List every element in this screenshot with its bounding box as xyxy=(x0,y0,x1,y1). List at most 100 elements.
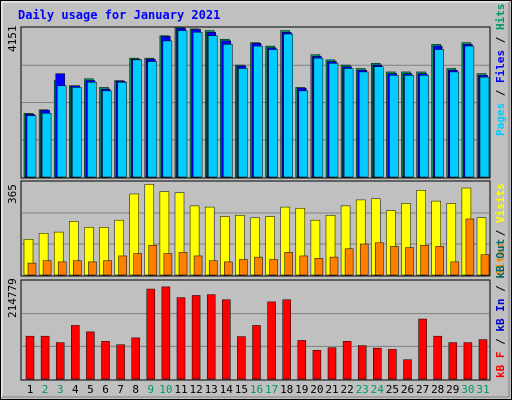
x-tick-label: 6 xyxy=(102,383,109,396)
legend-kbin: kB In xyxy=(494,299,507,332)
bar-kbf xyxy=(478,339,488,380)
bar-pages xyxy=(102,90,112,178)
x-tick-label: 18 xyxy=(280,383,293,396)
legend-sep: / xyxy=(494,279,507,299)
bar-pages xyxy=(358,71,369,178)
bar-sites xyxy=(450,261,460,276)
bar-kbf xyxy=(206,294,216,380)
bar-kbf xyxy=(71,325,80,380)
bar-sites xyxy=(73,260,82,276)
legend-sep: / xyxy=(494,83,507,103)
bar-sites xyxy=(329,256,339,276)
bar-kbf xyxy=(297,340,307,380)
bar-sites xyxy=(390,246,399,276)
bar-kbf xyxy=(176,297,186,380)
legend-visits: Visits xyxy=(494,183,507,223)
bar-pages xyxy=(177,30,188,178)
bottom-ymax-label: 214779 xyxy=(6,278,19,318)
bar-pages xyxy=(449,71,460,178)
bar-sites xyxy=(103,260,112,276)
legend-kbf: kB F xyxy=(494,352,507,379)
x-tick-label: 15 xyxy=(235,383,248,396)
legend-sep: / xyxy=(494,223,507,243)
bar-sites xyxy=(314,258,324,276)
top-legend: Pages / Files / Hits xyxy=(494,4,507,137)
bar-pages xyxy=(283,33,293,178)
bar-sites xyxy=(269,259,278,276)
bar-pages xyxy=(479,76,490,178)
x-tick-label: 20 xyxy=(310,383,323,396)
x-tick-label: 2 xyxy=(42,383,49,396)
bar-sites xyxy=(148,244,158,276)
bar-sites xyxy=(465,218,475,276)
bar-sites xyxy=(254,256,263,276)
bar-kbf xyxy=(191,295,201,380)
legend-pages: Pages xyxy=(494,103,507,136)
bar-sites xyxy=(359,243,369,276)
bar-pages xyxy=(41,113,52,178)
bar-pages xyxy=(298,90,309,178)
x-tick-label: 17 xyxy=(265,383,278,396)
bar-sites xyxy=(118,255,127,276)
bar-kbf xyxy=(131,337,140,380)
x-tick-label: 22 xyxy=(340,383,353,396)
bar-kbf xyxy=(40,335,50,380)
bar-kbf xyxy=(357,345,367,380)
bar-sites xyxy=(57,261,67,276)
x-tick-label: 19 xyxy=(295,383,308,396)
x-tick-label: 27 xyxy=(416,383,429,396)
bar-pages xyxy=(389,75,399,178)
bar-pages xyxy=(132,59,142,178)
x-tick-label: 31 xyxy=(476,383,489,396)
x-tick-label: 3 xyxy=(57,383,64,396)
bar-pages xyxy=(223,44,233,178)
bar-sites xyxy=(420,244,429,276)
chart-title: Daily usage for January 2021 xyxy=(18,8,220,22)
x-tick-label: 24 xyxy=(371,383,385,396)
bar-pages xyxy=(434,49,444,178)
bar-kbf xyxy=(237,336,246,380)
bar-pages xyxy=(313,57,324,178)
x-tick-label: 14 xyxy=(220,383,234,396)
bar-sites xyxy=(284,252,293,276)
x-tick-label: 26 xyxy=(401,383,414,396)
bar-pages xyxy=(192,32,203,178)
legend-kbout: kB Out xyxy=(494,239,507,279)
bar-pages xyxy=(253,45,263,178)
x-tick-label: 1 xyxy=(27,383,34,396)
x-tick-label: 16 xyxy=(250,383,263,396)
bar-kbf xyxy=(86,331,95,380)
x-tick-label: 4 xyxy=(72,383,79,396)
x-tick-label: 12 xyxy=(189,383,202,396)
bar-sites xyxy=(193,255,203,276)
bar-kbf xyxy=(146,288,156,380)
x-tick-label: 10 xyxy=(159,383,172,396)
bar-sites xyxy=(344,248,354,276)
bar-pages xyxy=(162,40,173,178)
x-tick-label: 23 xyxy=(356,383,369,396)
bar-pages xyxy=(26,115,37,178)
bar-sites xyxy=(405,247,414,276)
bar-pages xyxy=(419,75,429,178)
bar-kbf xyxy=(433,335,442,380)
bar-pages xyxy=(72,87,82,178)
x-tick-label: 21 xyxy=(325,383,338,396)
bar-sites xyxy=(435,246,444,276)
legend-sites: Sites xyxy=(494,243,507,276)
bars xyxy=(23,26,490,380)
bar-pages xyxy=(374,66,384,178)
x-axis-labels: 1 2 3 4 5 6 7 8 9 10 11 12 13 14 15 16 17 18 19 20 21 22 23 24 2… xyxy=(27,383,490,396)
x-tick-label: 8 xyxy=(132,383,139,396)
bar-kbf xyxy=(448,342,458,380)
bar-sites xyxy=(133,253,142,276)
bar-sites xyxy=(299,255,309,276)
bar-pages xyxy=(207,35,218,178)
bar-pages xyxy=(117,82,127,178)
bar-pages xyxy=(238,68,248,178)
bar-kbf xyxy=(388,349,397,380)
bar-kbf xyxy=(342,341,352,380)
bar-kbf xyxy=(25,335,35,380)
bar-pages xyxy=(56,85,67,178)
legend-sep: / xyxy=(494,30,507,50)
